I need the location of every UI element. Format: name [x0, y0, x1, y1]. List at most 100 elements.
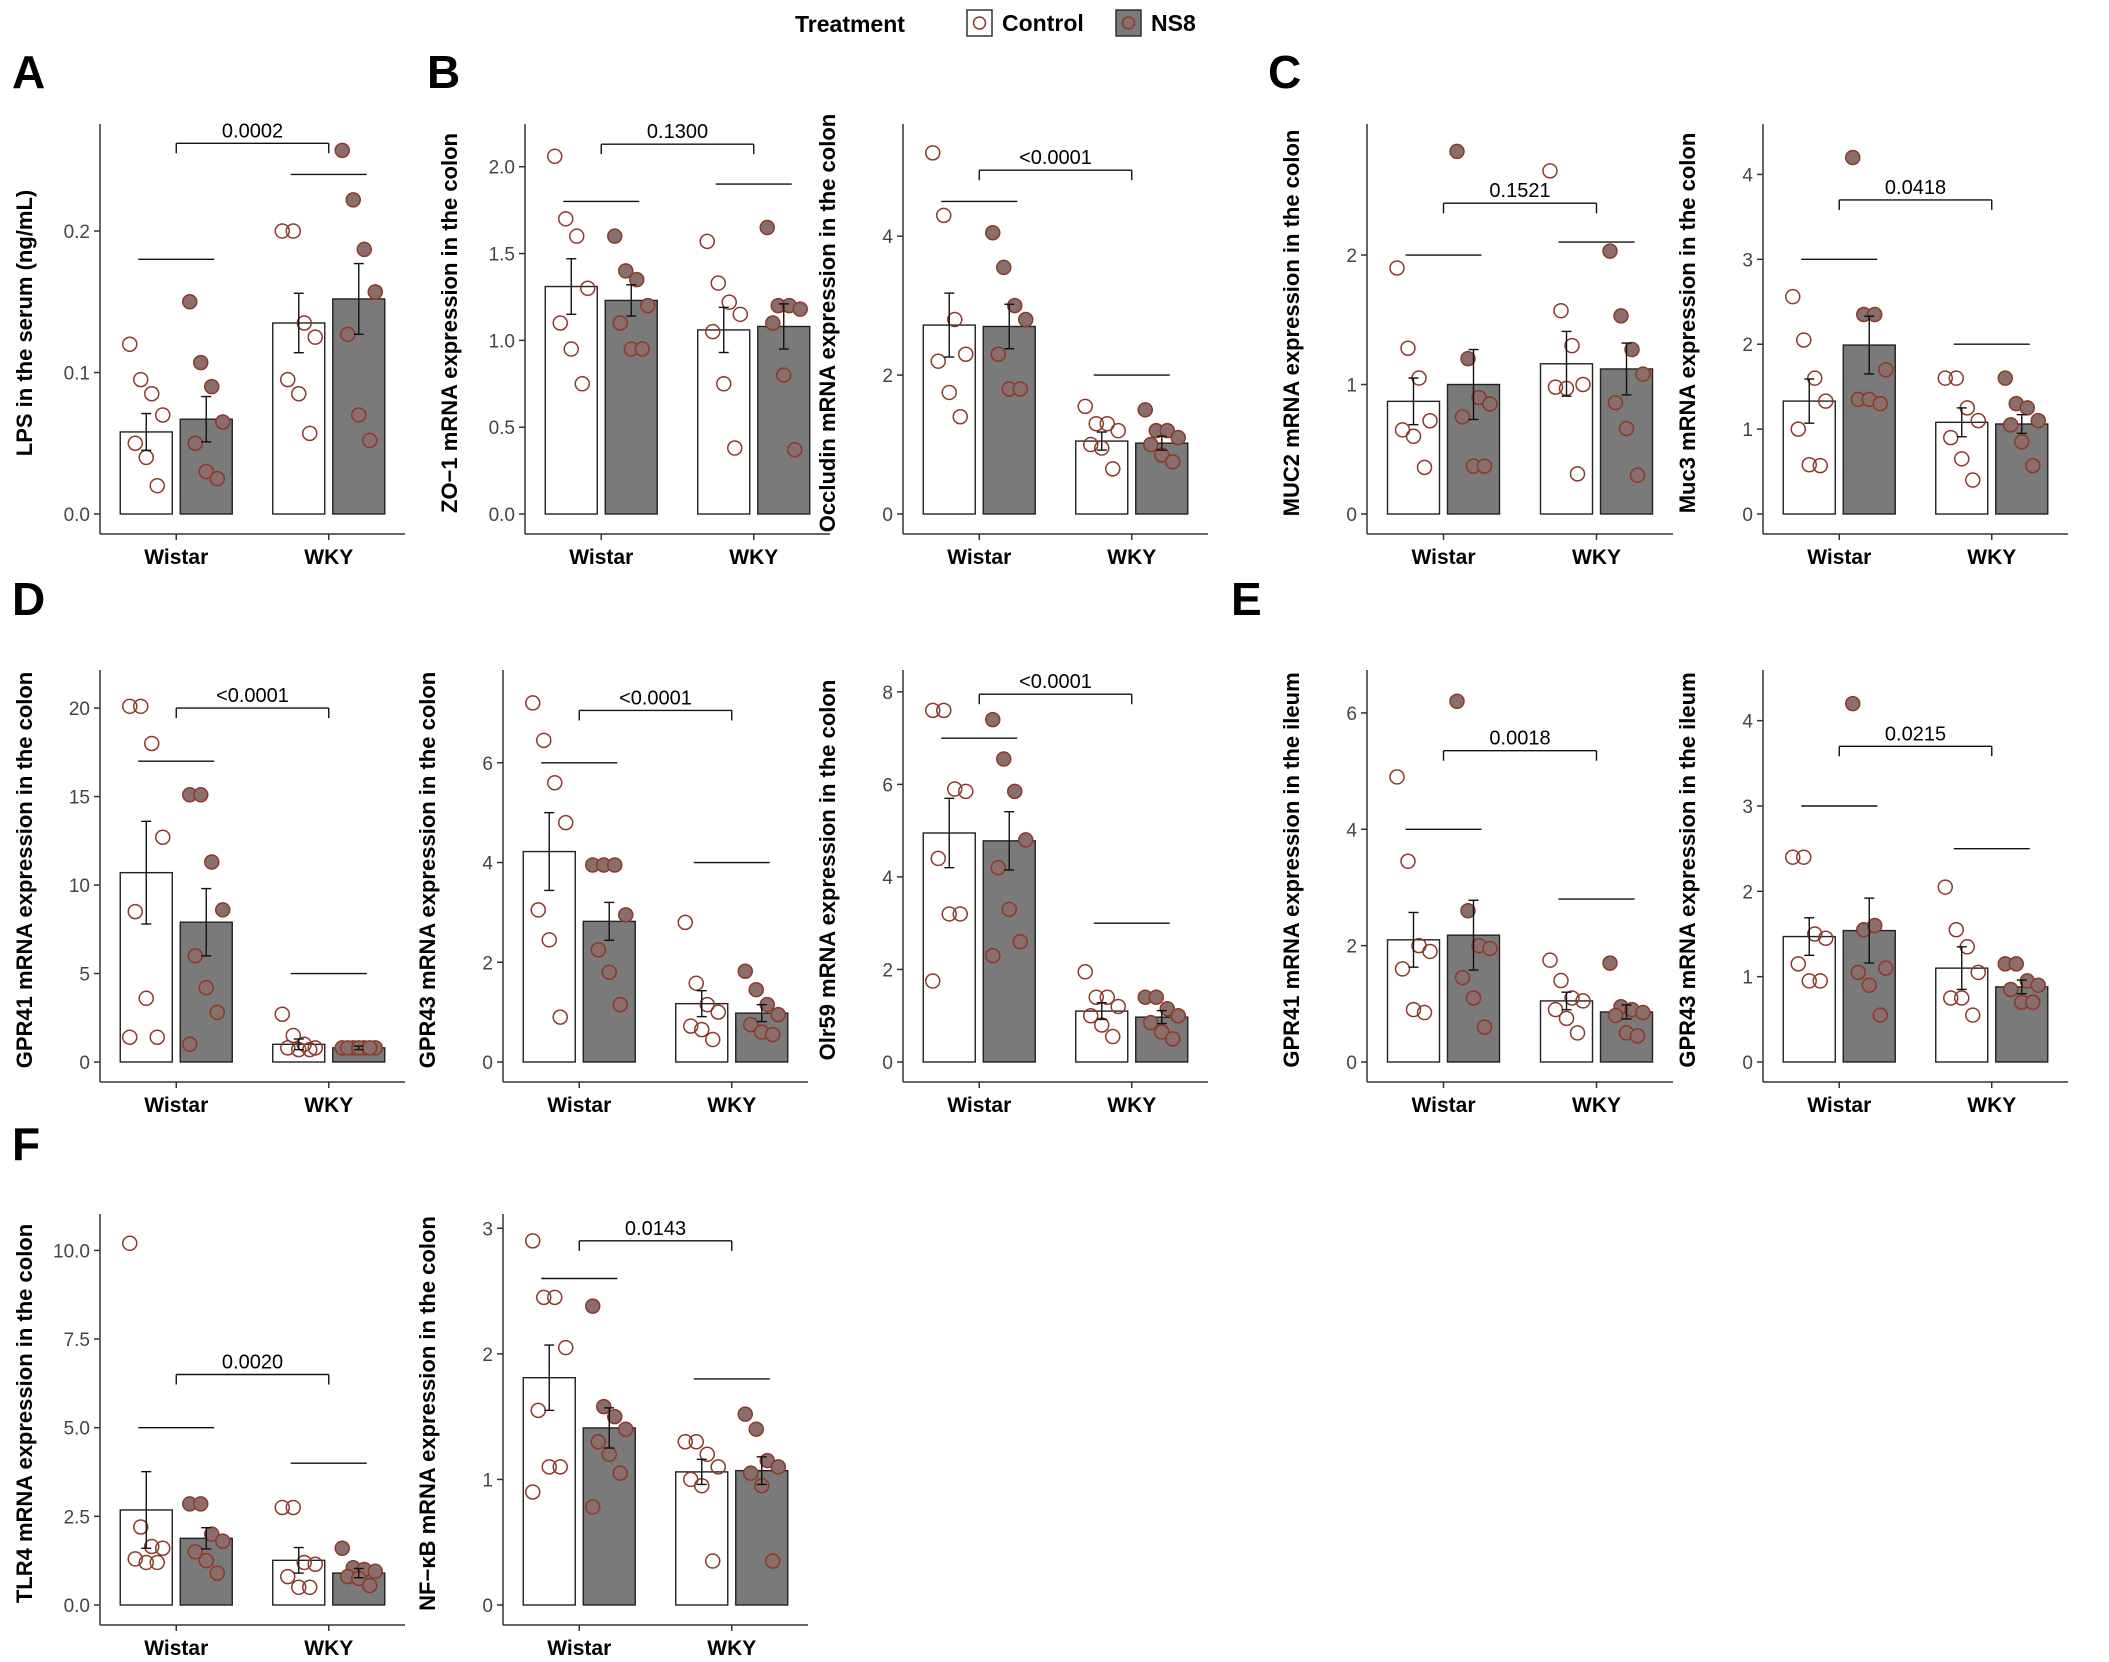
- y-tick-label: 0: [79, 1053, 90, 1074]
- data-point-control: [936, 702, 952, 719]
- data-point-control: [302, 1579, 318, 1596]
- data-point-control: [541, 932, 557, 948]
- comparison-p-value: 0.1521: [1489, 180, 1550, 202]
- data-point-control: [1965, 472, 1981, 488]
- data-point-control: [1099, 415, 1115, 432]
- data-point-control: [547, 774, 563, 791]
- chart-panel-1: 0.0 0.1 0.2 LPS in the serum (ng/mL) Wistar W…: [12, 120, 405, 569]
- y-tick-label: 0: [882, 1053, 893, 1074]
- data-point-ns8: [187, 1544, 203, 1560]
- bar-ns8: [1135, 442, 1189, 515]
- data-point-ns8: [362, 1040, 378, 1056]
- data-point-control: [1389, 260, 1405, 276]
- data-point-control: [547, 1289, 563, 1306]
- data-point-control: [1812, 973, 1828, 989]
- data-point-control: [291, 1579, 307, 1596]
- data-point-control: [1790, 956, 1806, 972]
- y-tick-label: 2: [482, 953, 493, 974]
- data-point-ns8: [1878, 960, 1894, 976]
- data-point-control: [716, 376, 732, 392]
- data-point-control: [1099, 989, 1115, 1005]
- data-point-control: [296, 315, 312, 331]
- data-point-ns8: [759, 219, 775, 236]
- bar-control: [675, 1471, 729, 1606]
- data-point-ns8: [182, 294, 198, 310]
- data-point-ns8: [765, 315, 781, 331]
- data-point-ns8: [601, 1446, 617, 1463]
- y-tick-label: 3: [482, 1219, 493, 1240]
- data-point-ns8: [1449, 693, 1465, 710]
- data-point-ns8: [765, 1553, 781, 1569]
- data-point-ns8: [1607, 1007, 1624, 1024]
- data-point-control: [1553, 302, 1569, 319]
- data-point-ns8: [1454, 409, 1471, 425]
- data-point-ns8: [1861, 977, 1877, 993]
- data-point-control: [122, 1235, 138, 1252]
- data-point-ns8: [1629, 1028, 1646, 1044]
- data-point-control: [307, 1556, 323, 1572]
- data-point-control: [710, 1459, 726, 1475]
- y-tick-label: 10: [69, 876, 90, 897]
- chart-panel-4: 0 1 2 MUC2 mRNA expression in the colon Wist…: [1279, 124, 1673, 569]
- y-tick-label: 1: [482, 1470, 493, 1491]
- data-point-ns8: [209, 1565, 225, 1581]
- bar-control: [1386, 939, 1441, 1063]
- data-point-ns8: [1482, 396, 1498, 412]
- x-tick-label: Wistar: [1807, 1094, 1871, 1117]
- data-point-control: [552, 1459, 568, 1475]
- data-point-control: [683, 1018, 699, 1034]
- data-point-control: [122, 1029, 138, 1045]
- data-point-ns8: [1476, 1019, 1493, 1035]
- data-point-ns8: [1460, 902, 1476, 919]
- x-tick-label: WKY: [707, 1094, 756, 1117]
- data-point-control: [1564, 337, 1580, 354]
- data-point-control: [947, 311, 963, 328]
- data-point-ns8: [1867, 306, 1883, 323]
- charts: 0.0 0.1 0.2 LPS in the serum (ng/mL) Wistar W…: [12, 114, 2068, 1660]
- panel-letter-f: F: [12, 1118, 40, 1170]
- data-point-control: [958, 346, 974, 363]
- x-tick-label: Wistar: [144, 1094, 208, 1117]
- data-point-control: [1807, 370, 1823, 386]
- bar-control: [272, 322, 326, 515]
- y-tick-label: 0.0: [64, 505, 90, 526]
- y-axis-label: MUC2 mRNA expression in the colon: [1279, 130, 1304, 517]
- y-tick-label: 2: [1742, 335, 1753, 356]
- data-point-control: [296, 1036, 312, 1053]
- y-tick-label: 0: [482, 1596, 493, 1617]
- data-point-ns8: [1845, 695, 1861, 712]
- data-point-control: [958, 783, 974, 800]
- data-point-ns8: [362, 432, 378, 449]
- data-point-ns8: [209, 470, 225, 487]
- data-point-ns8: [1613, 308, 1629, 324]
- data-point-control: [699, 1446, 715, 1463]
- data-point-control: [710, 1004, 726, 1020]
- y-tick-label: 4: [1742, 712, 1753, 733]
- data-point-control: [1970, 412, 1986, 429]
- data-point-control: [1818, 393, 1834, 409]
- data-point-ns8: [1148, 989, 1164, 1005]
- comparison-p-value: 0.0418: [1885, 177, 1946, 199]
- data-point-control: [285, 223, 301, 239]
- y-tick-label: 2.0: [489, 158, 515, 179]
- data-point-control: [732, 306, 748, 323]
- data-point-ns8: [198, 463, 214, 480]
- y-tick-label: 0.1: [64, 364, 90, 385]
- data-point-control: [302, 425, 318, 442]
- data-point-control: [952, 409, 968, 425]
- data-point-ns8: [1482, 940, 1498, 957]
- data-point-ns8: [1635, 1004, 1651, 1021]
- y-axis-label: GPR43 mRNA expression in the ileum: [1675, 672, 1700, 1067]
- data-point-ns8: [737, 1406, 753, 1422]
- data-point-control: [541, 1459, 557, 1475]
- data-point-control: [941, 384, 957, 401]
- data-point-ns8: [1001, 901, 1017, 918]
- data-point-ns8: [215, 1533, 231, 1549]
- data-point-ns8: [215, 902, 231, 918]
- data-point-ns8: [743, 1016, 759, 1033]
- data-point-ns8: [356, 241, 372, 258]
- y-tick-label: 2.5: [64, 1507, 90, 1528]
- data-point-ns8: [204, 378, 220, 395]
- bar-ns8: [582, 920, 636, 1063]
- x-tick-label: Wistar: [144, 1637, 208, 1660]
